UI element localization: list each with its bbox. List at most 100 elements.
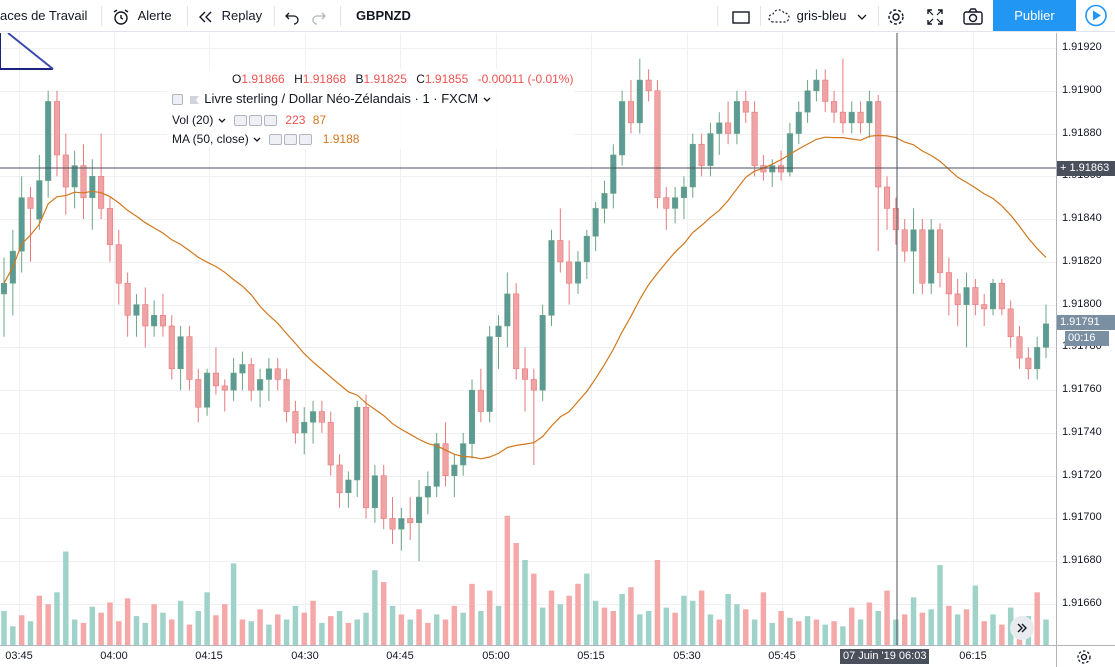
triangle-drawing[interactable]	[0, 33, 53, 70]
chevron-down-icon[interactable]	[217, 116, 227, 126]
candle-body	[89, 176, 96, 198]
candle-body	[548, 240, 555, 316]
close-icon[interactable]	[299, 134, 313, 146]
alert-button[interactable]: Alerte	[111, 0, 172, 32]
chart-pane[interactable]: O1.91866 H1.91868 B1.91825 C1.91855 -0.0…	[0, 33, 1056, 645]
price-tick-label: 1.91900	[1062, 83, 1102, 96]
price-tick-label: 1.91680	[1062, 554, 1102, 567]
eye-icon[interactable]	[269, 134, 283, 146]
volume-bar	[645, 611, 652, 645]
volume-bar	[63, 551, 69, 645]
volume-bar	[698, 590, 705, 645]
volume-bar	[363, 612, 369, 645]
volume-bar	[716, 619, 723, 645]
candle-body	[919, 229, 926, 284]
volume-bar	[486, 590, 493, 645]
collapse-icon[interactable]	[172, 94, 183, 106]
publish-button[interactable]: Publier	[993, 0, 1076, 31]
close-key: C	[416, 72, 425, 86]
candle-body	[371, 475, 378, 509]
ma-value: 1.9188	[322, 132, 360, 146]
volume-bar	[566, 595, 572, 645]
volume-bar	[928, 609, 934, 645]
replay-button[interactable]: Replay	[197, 0, 262, 32]
time-axis[interactable]: 03:45 04:00 04:15 04:30 04:45 05:00 05:15 05:30…	[0, 645, 1056, 667]
chevron-down-icon[interactable]	[252, 135, 262, 145]
candle-body	[336, 464, 343, 494]
toolbar-divider	[101, 6, 102, 26]
volume-bar	[195, 611, 202, 645]
volume-bar	[266, 624, 272, 645]
price-tick-label: 1.91760	[1062, 383, 1102, 396]
candle-body	[151, 315, 158, 327]
scroll-right-button[interactable]	[1010, 616, 1034, 640]
candle-body	[884, 186, 891, 209]
volume-bar	[972, 585, 979, 645]
volume-bar	[213, 615, 219, 645]
series-title-row[interactable]: Livre sterling / Dollar Néo-Zélandais · …	[172, 91, 492, 106]
high-key: H	[294, 72, 303, 86]
volume-bar	[778, 611, 784, 645]
toolbar-divider	[878, 6, 879, 26]
settings-button[interactable]	[885, 0, 907, 32]
eye-icon[interactable]	[234, 115, 248, 127]
volume-bar	[124, 598, 131, 645]
redo-button[interactable]	[310, 0, 328, 32]
candle-body	[1042, 323, 1050, 348]
candle-body	[142, 304, 149, 327]
time-tick-label: 05:45	[768, 650, 796, 662]
volume-value: 223	[285, 113, 306, 127]
candle-body	[504, 293, 511, 327]
play-icon	[1085, 4, 1107, 27]
bar-countdown-label: 00:16	[1065, 331, 1109, 346]
crosshair-price-label: + 1.91863	[1057, 161, 1115, 176]
candle-body	[689, 143, 696, 188]
settings-icon[interactable]	[1074, 647, 1094, 667]
volume-bar	[619, 594, 625, 645]
volume-bar	[760, 592, 767, 645]
candle-body	[698, 143, 705, 166]
candle-body	[292, 411, 299, 434]
price-tick-label: 1.91660	[1062, 597, 1102, 609]
candle-body	[212, 372, 219, 387]
candle-body	[62, 154, 69, 188]
volume-bar	[513, 543, 519, 645]
gear-icon	[888, 8, 904, 25]
volume-bar	[354, 619, 360, 645]
volume-bar	[283, 619, 290, 645]
chevron-down-icon[interactable]	[482, 95, 492, 105]
time-tick-label: 04:45	[386, 650, 414, 662]
time-tick-label: 06:15	[959, 650, 987, 662]
triangle-drawing[interactable]	[7, 33, 54, 70]
undo-button[interactable]	[283, 0, 301, 32]
candle-body	[0, 282, 8, 295]
candle-body	[822, 79, 829, 102]
toolbar-divider	[187, 6, 188, 26]
volume-bar	[946, 605, 952, 645]
volume-legend-row[interactable]: Vol (20) 223 87	[172, 113, 326, 127]
candle-body	[725, 122, 732, 134]
axis-corner[interactable]	[1056, 645, 1115, 667]
snapshot-button[interactable]	[962, 0, 984, 32]
close-icon[interactable]	[264, 115, 278, 127]
symbol-search[interactable]: GBPNZD	[356, 8, 411, 23]
volume-bar	[460, 612, 466, 645]
theme-selector[interactable]: gris-bleu	[767, 0, 868, 32]
layout-button[interactable]	[731, 0, 751, 32]
fullscreen-button[interactable]	[925, 0, 945, 32]
volume-bar	[990, 614, 996, 645]
volume-bar	[222, 604, 228, 645]
settings-icon[interactable]	[284, 134, 298, 146]
ma-line	[3, 134, 1047, 460]
volume-bar	[204, 592, 210, 645]
settings-icon[interactable]	[249, 115, 263, 127]
candle-body	[521, 368, 529, 380]
time-tick-label: 05:00	[482, 650, 510, 662]
open-key: O	[232, 72, 242, 86]
ma-legend-row[interactable]: MA (50, close) 1.9188	[172, 132, 359, 146]
candle-body	[981, 304, 988, 310]
play-button[interactable]	[1077, 0, 1115, 31]
candle-body	[619, 101, 626, 156]
workspaces-button[interactable]: aces de Travail	[0, 0, 87, 32]
price-axis[interactable]: 1.919201.919001.918801.918601.918401.918…	[1056, 33, 1115, 645]
